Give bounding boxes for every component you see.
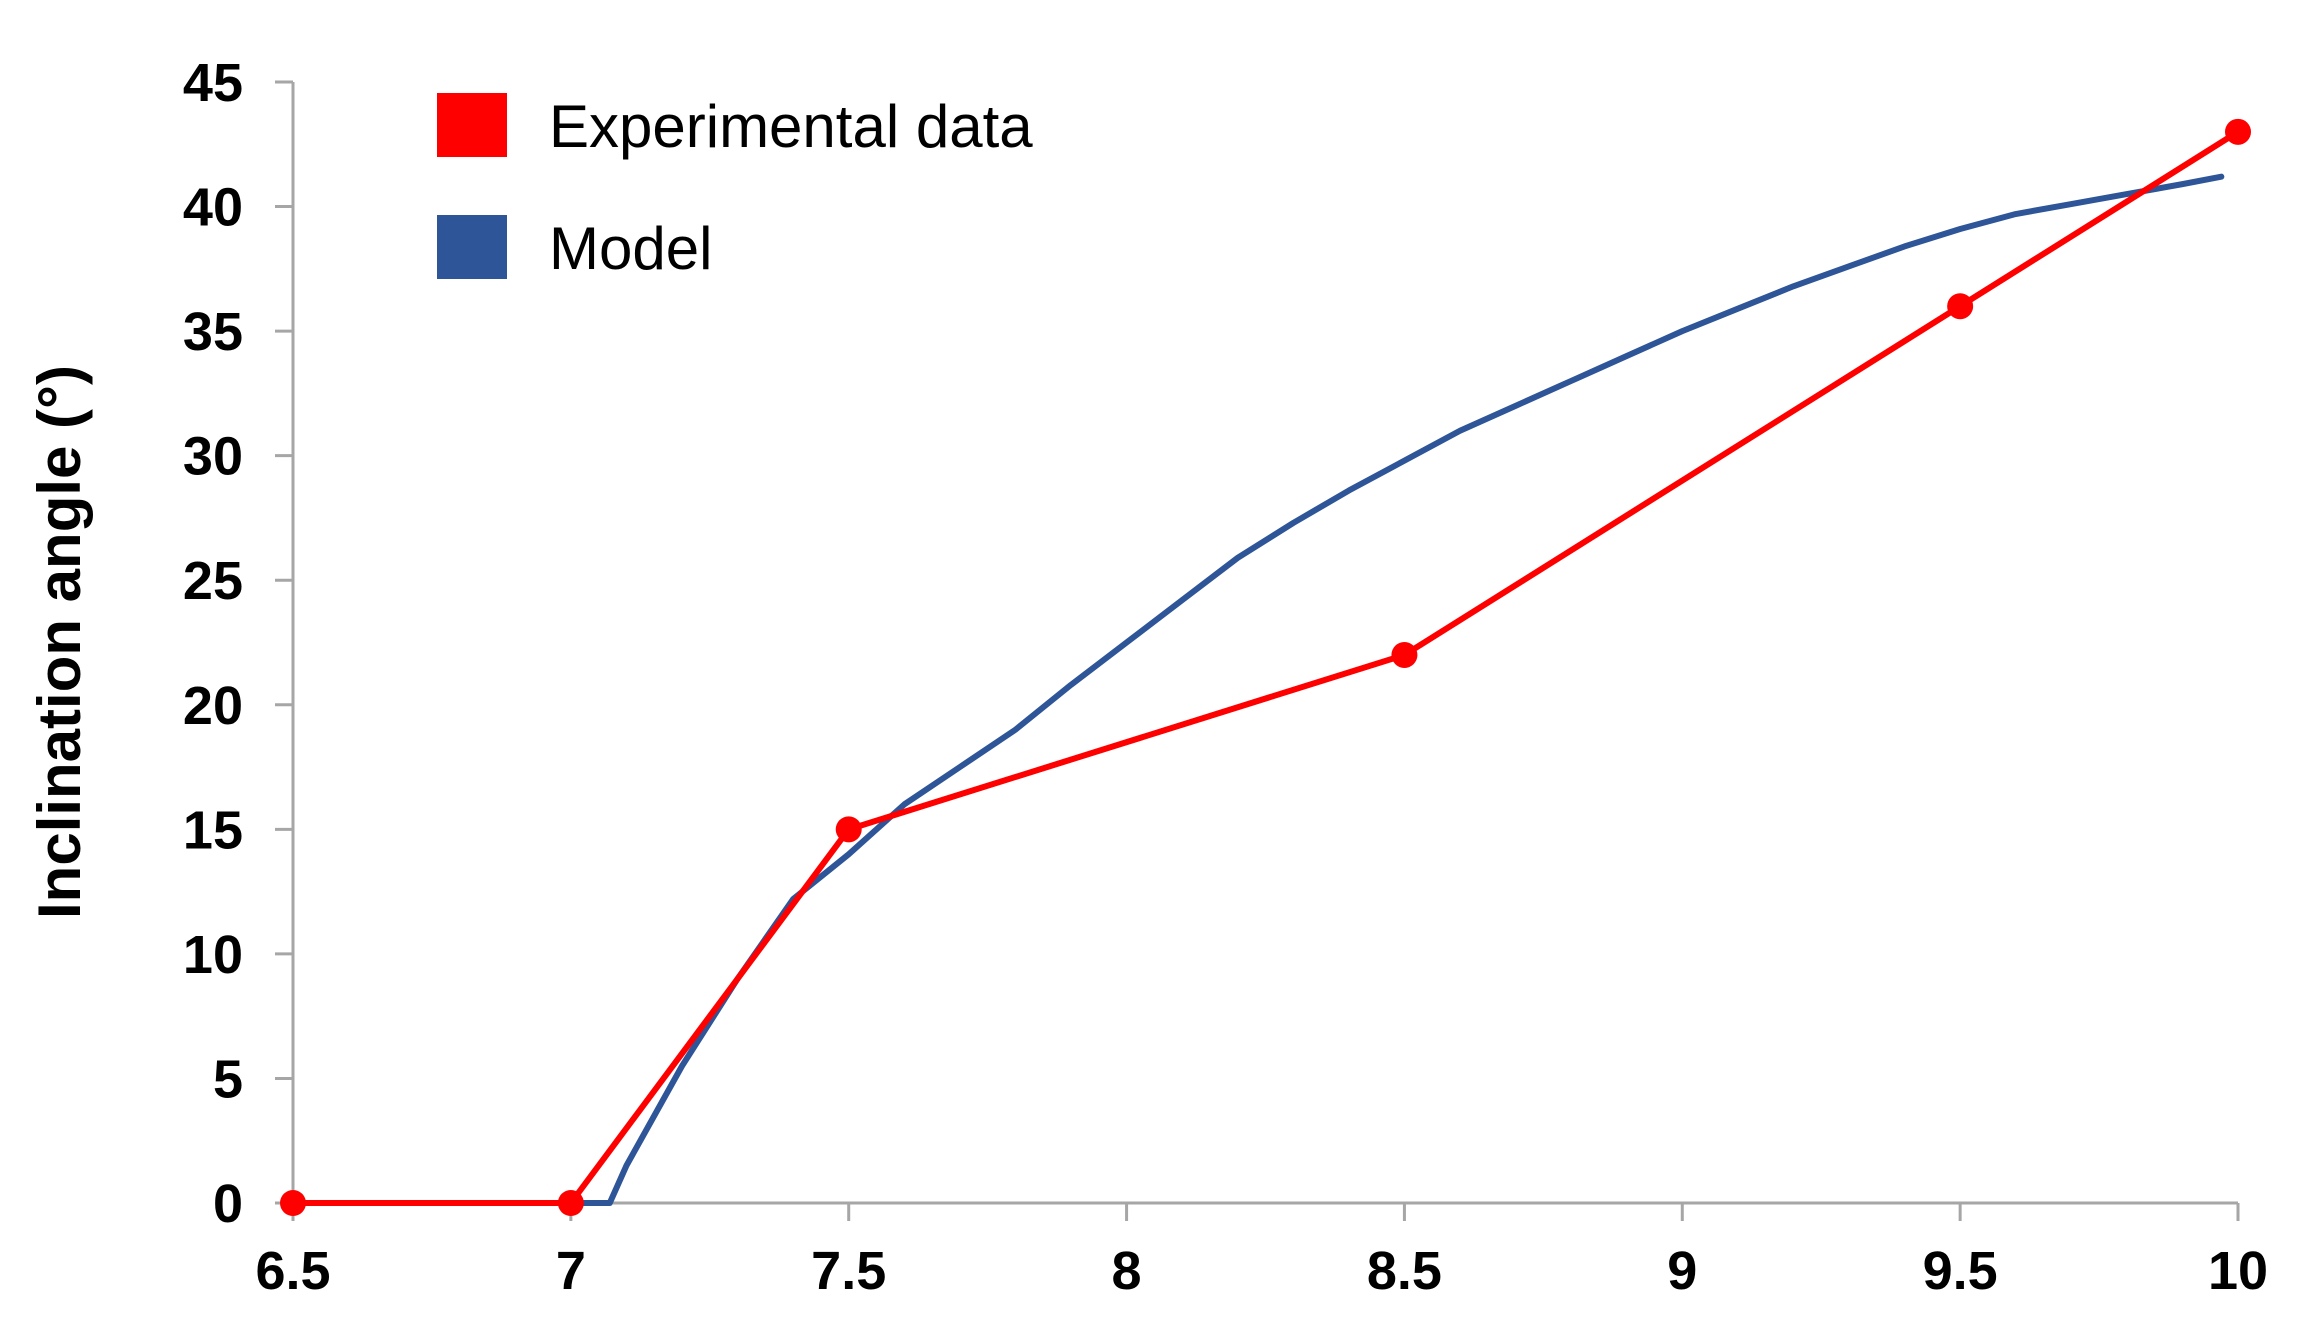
- series-line-model: [567, 173, 2225, 1206]
- axes: [291, 82, 2238, 1205]
- data-point-experimental-data: [835, 816, 862, 843]
- data-point-experimental-data: [1391, 641, 1418, 668]
- x-tick-label: 10: [2208, 1241, 2268, 1301]
- legend-swatch-experimental-data: [437, 93, 507, 157]
- x-tick-label: 9: [1667, 1241, 1697, 1301]
- y-tick-label: 30: [183, 427, 243, 487]
- x-tick-label: 8.5: [1367, 1241, 1442, 1301]
- y-tick-label: 0: [213, 1174, 243, 1234]
- legend-label-model: Model: [549, 215, 712, 282]
- x-tick-label: 6.5: [255, 1241, 330, 1301]
- y-tick-label: 5: [213, 1049, 243, 1109]
- series-line-experimental-data: [290, 128, 2241, 1206]
- legend-swatch-model: [437, 215, 507, 279]
- data-point-experimental-data: [557, 1190, 584, 1216]
- y-tick-label: 15: [183, 800, 243, 860]
- data-point-experimental-data: [280, 1190, 306, 1216]
- y-tick-label: 20: [183, 676, 243, 736]
- data-point-experimental-data: [2225, 118, 2251, 145]
- legend-label-experimental-data: Experimental data: [549, 93, 1033, 160]
- series-layer: [280, 118, 2251, 1216]
- legend: Experimental data Model: [437, 93, 1033, 282]
- x-tick-label: 7.5: [811, 1241, 886, 1301]
- x-ticks: 6.5 7 7.5 8 8.5 9 9.5 10: [255, 1203, 2268, 1301]
- y-axis-title: Inclination angle (°): [26, 365, 93, 919]
- y-tick-label: 40: [183, 178, 243, 238]
- y-tick-label: 25: [183, 551, 243, 611]
- x-tick-label: 9.5: [1923, 1241, 1998, 1301]
- y-tick-label: 45: [183, 53, 243, 113]
- y-tick-label: 10: [183, 925, 243, 985]
- x-tick-label: 8: [1112, 1241, 1142, 1301]
- data-point-experimental-data: [1947, 293, 1974, 320]
- y-tick-label: 35: [183, 302, 243, 362]
- y-ticks: 0 5 10 15 20 25 30 35 40 45: [183, 53, 293, 1234]
- x-tick-label: 7: [556, 1241, 586, 1301]
